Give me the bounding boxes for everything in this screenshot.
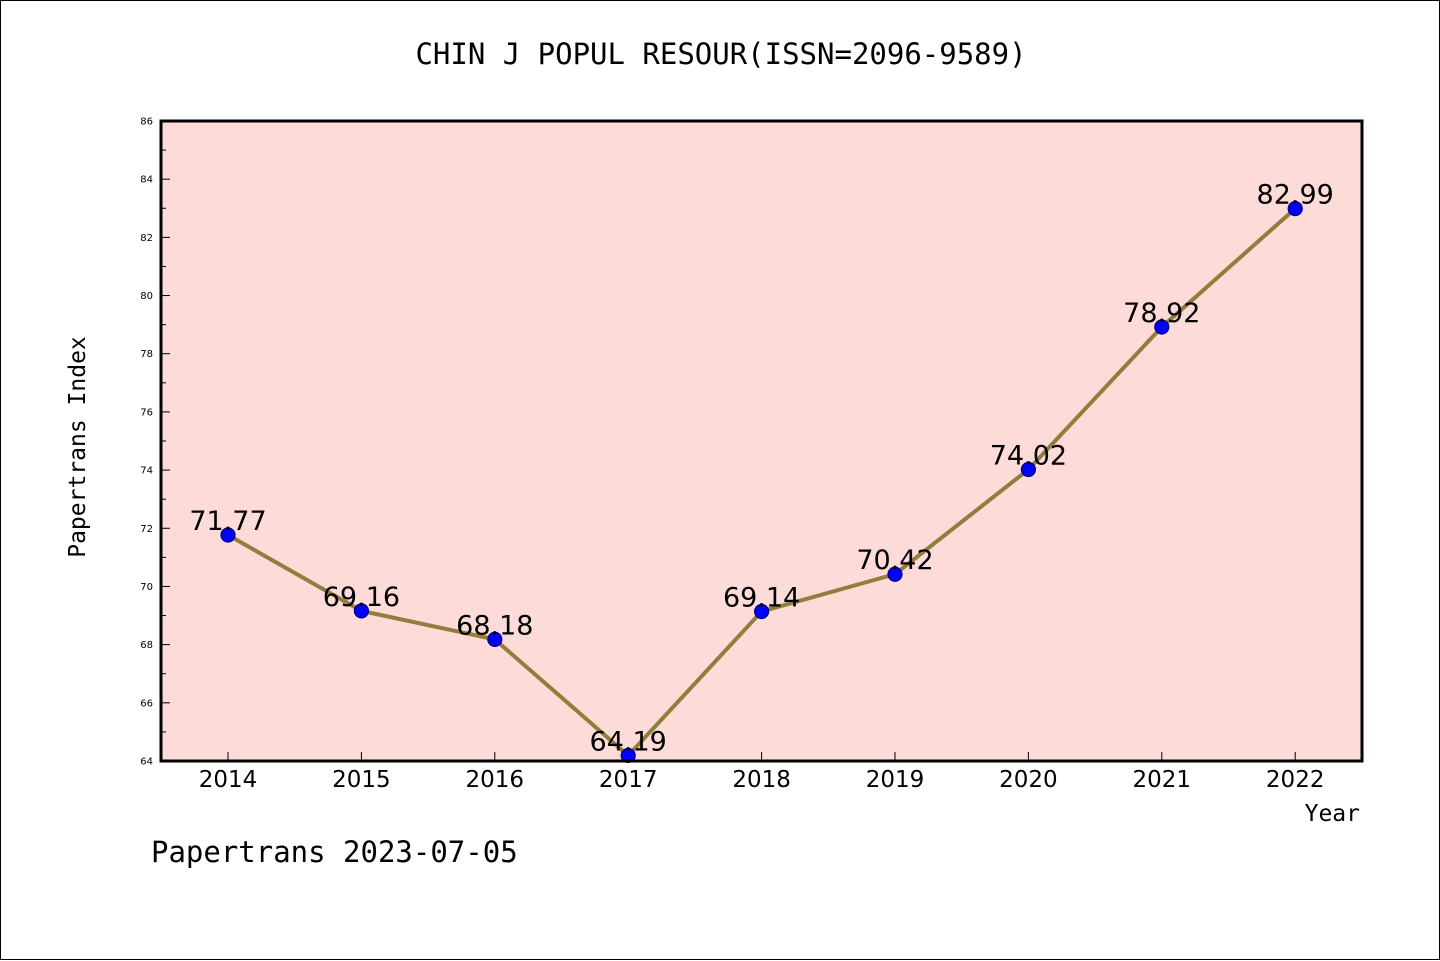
- data-label: 78.92: [1123, 298, 1200, 329]
- y-tick-label: 78: [140, 349, 153, 360]
- x-tick-label: 2022: [1266, 767, 1325, 793]
- y-tick-label: 64: [140, 757, 153, 768]
- data-label: 82.99: [1257, 180, 1334, 211]
- data-point: [753, 603, 770, 620]
- y-tick-label: 76: [140, 407, 153, 418]
- y-tick-label: 74: [140, 466, 153, 477]
- data-point: [887, 566, 903, 582]
- data-label: 74.02: [990, 441, 1067, 472]
- y-tick-label: 68: [140, 640, 153, 651]
- data-point: [1287, 200, 1303, 217]
- chart-title: CHIN J POPUL RESOUR(ISSN=2096-9589): [415, 37, 1027, 71]
- y-tick-label: 86: [140, 117, 153, 128]
- x-tick-label: 2015: [332, 767, 391, 793]
- x-tick-label: 2017: [599, 767, 658, 793]
- data-label: 69.16: [323, 582, 400, 613]
- data-markers: [220, 200, 1303, 764]
- data-label: 64.19: [590, 726, 667, 757]
- data-labels: 71.77 69.16 68.18 64.19 69.14 70.42 74.02 78.92…: [189, 180, 1333, 758]
- x-axis-label: Year: [1305, 801, 1360, 827]
- y-tick-label: 80: [140, 291, 153, 302]
- data-point: [1020, 461, 1037, 478]
- data-label: 71.77: [189, 506, 266, 537]
- y-tick-label: 82: [140, 233, 153, 244]
- y-tick-label: 84: [140, 175, 153, 186]
- x-tick-label: 2018: [732, 767, 791, 793]
- data-label: 70.42: [856, 545, 933, 576]
- data-label: 69.14: [723, 582, 800, 613]
- data-label: 68.18: [456, 610, 533, 641]
- x-axis: 2014 2015 2016 2017 2018 2019 2020 2021 2022: [199, 752, 1325, 793]
- y-tick-label: 66: [140, 698, 153, 709]
- data-point: [353, 603, 369, 619]
- x-tick-label: 2014: [199, 767, 258, 793]
- data-point: [220, 527, 236, 543]
- y-axis-label: Papertrans Index: [65, 336, 91, 558]
- data-point: [1154, 319, 1170, 335]
- x-tick-label: 2021: [1133, 767, 1192, 793]
- y-tick-label: 72: [140, 524, 153, 535]
- y-tick-label: 70: [140, 582, 153, 593]
- plot-frame: [159, 119, 1364, 763]
- plot-area: [161, 121, 1362, 761]
- data-point: [487, 631, 503, 648]
- x-tick-label: 2020: [999, 767, 1058, 793]
- x-tick-label: 2016: [466, 767, 525, 793]
- x-tick-label: 2019: [866, 767, 925, 793]
- footer-label: Papertrans 2023-07-05: [151, 835, 518, 869]
